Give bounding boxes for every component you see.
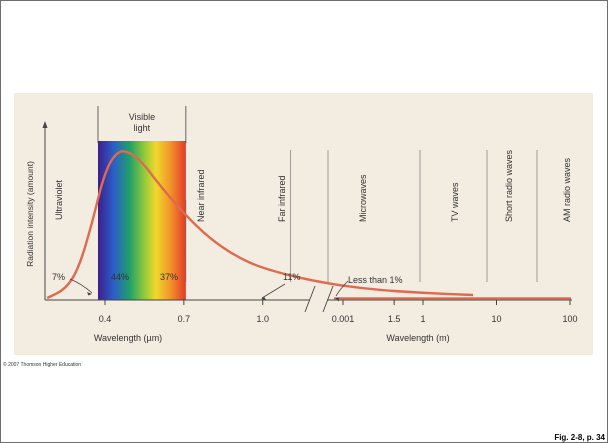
percent-label: 7% bbox=[52, 272, 65, 282]
x-tick-label: 0.001 bbox=[332, 314, 355, 324]
x-tick-label: 1.5 bbox=[388, 314, 401, 324]
x-tick-label: 100 bbox=[562, 314, 577, 324]
x-tick-label: 1 bbox=[421, 314, 426, 324]
axis-break-mark bbox=[304, 285, 316, 313]
visible-light-band bbox=[98, 141, 186, 300]
figure-reference: Fig. 2-8, p. 34 bbox=[554, 433, 605, 442]
percent-arrowhead bbox=[334, 297, 340, 302]
x-ticks-meters: 0.001 1 10 100 bbox=[332, 300, 578, 324]
x-ticks-micrometers: 0.4 0.7 1.0 1.5 bbox=[99, 300, 401, 324]
percent-arrow bbox=[335, 280, 349, 297]
visible-light-label-line2: light bbox=[134, 123, 151, 133]
percent-arrows bbox=[69, 278, 349, 302]
band-label: Microwaves bbox=[358, 174, 368, 222]
percent-labels: 7% 44% 37% 11% Less than 1% bbox=[52, 272, 403, 285]
visible-light-bracket bbox=[97, 106, 187, 143]
radiation-curve bbox=[46, 150, 474, 300]
axis-break-mark bbox=[322, 285, 334, 313]
percent-label: Less than 1% bbox=[348, 275, 403, 285]
band-label: Far infrared bbox=[277, 175, 287, 222]
percent-arrow bbox=[69, 278, 93, 294]
percent-arrow bbox=[261, 283, 286, 299]
x-tick-label: 0.4 bbox=[99, 314, 112, 324]
y-axis-label: Radiation intensity (amount) bbox=[25, 161, 35, 267]
x-axis-label-meters: Wavelength (m) bbox=[386, 333, 449, 343]
percent-arrowhead bbox=[261, 296, 267, 301]
percent-arrowhead bbox=[87, 292, 92, 296]
band-label: Ultraviolet bbox=[54, 179, 64, 220]
band-label: TV waves bbox=[450, 182, 460, 222]
x-tick-label: 10 bbox=[491, 314, 501, 324]
band-label: Short radio waves bbox=[504, 149, 514, 222]
x-axis-label-micrometers: Wavelength (µm) bbox=[94, 333, 162, 343]
copyright-notice: © 2007 Thomson Higher Education bbox=[3, 362, 82, 368]
band-dividers bbox=[185, 150, 538, 282]
x-tick-label: 0.7 bbox=[178, 314, 191, 324]
y-axis-arrowhead bbox=[42, 121, 48, 128]
visible-light-label-line1: Visible bbox=[129, 112, 155, 122]
percent-label: 11% bbox=[283, 272, 300, 282]
band-label: AM radio waves bbox=[562, 157, 572, 222]
band-labels: Ultraviolet Near infrared Far infrared Micr… bbox=[54, 149, 572, 222]
band-label: Near infrared bbox=[196, 169, 206, 222]
percent-label: 37% bbox=[160, 272, 178, 282]
x-tick-label: 1.0 bbox=[256, 314, 269, 324]
percent-label: 44% bbox=[111, 272, 129, 282]
